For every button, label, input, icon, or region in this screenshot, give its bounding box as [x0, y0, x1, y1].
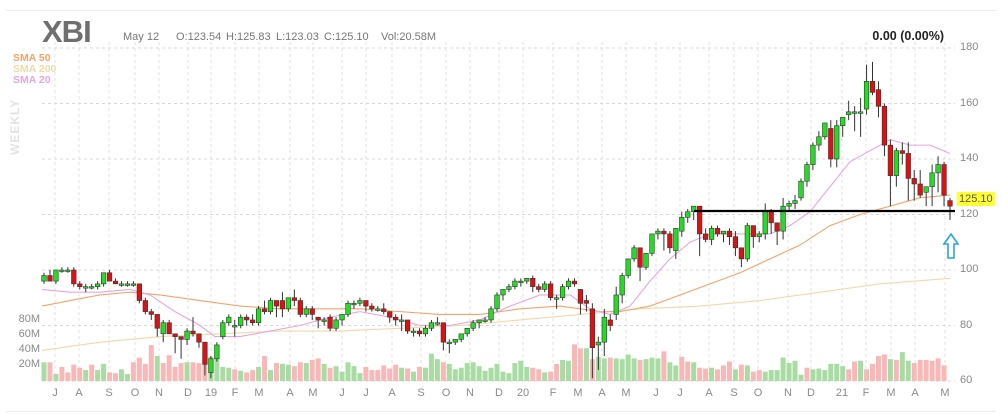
time-tick-label: J: [52, 387, 58, 399]
time-tick-label: A: [286, 387, 294, 399]
price-tick-label: 180: [960, 41, 979, 53]
time-tick-label: A: [911, 387, 919, 399]
time-tick-label: A: [388, 387, 396, 399]
price-tick-label: 140: [960, 152, 979, 164]
time-tick-label: S: [730, 387, 738, 399]
time-tick-label: D: [495, 387, 503, 399]
time-tick-label: O: [441, 387, 451, 399]
time-tick-label: M: [940, 387, 950, 399]
time-tick-label: J: [677, 387, 683, 399]
annotations: [694, 209, 960, 259]
time-tick-label: A: [75, 387, 83, 399]
price-tick-label: 100: [960, 263, 979, 275]
time-tick-label: O: [753, 387, 763, 399]
chart-frame: [6, 10, 996, 412]
time-tick-label: D: [807, 387, 815, 399]
time-tick-label: A: [705, 387, 713, 399]
volume-tick-label: 80M: [18, 313, 40, 325]
time-tick-label: M: [573, 387, 583, 399]
time-tick-label: F: [549, 387, 557, 399]
time-tick-label: J: [653, 387, 659, 399]
time-tick-label: 21: [835, 387, 849, 399]
legend-sma-50[interactable]: SMA 50: [13, 52, 51, 64]
volume-tick-label: 20M: [18, 358, 40, 370]
time-tick-label: N: [155, 387, 163, 399]
volume-tick-label: 60M: [18, 328, 40, 340]
price-tick-label: 80: [960, 318, 973, 331]
moving-average-lines: [41, 138, 951, 352]
last-price-label: 125.10: [957, 192, 995, 206]
indicator-legend: SMA 50 SMA 200 SMA 20: [13, 53, 56, 86]
bar-open: O:123.54: [176, 31, 222, 43]
price-change: 0.00 (0.00%): [872, 29, 944, 43]
volume-bars: [41, 344, 947, 381]
time-tick-label: N: [784, 387, 792, 399]
time-tick-label: J: [363, 387, 369, 399]
time-tick-label: F: [231, 387, 239, 399]
time-tick-label: S: [105, 387, 113, 399]
price-tick-label: 60: [960, 374, 973, 386]
time-tick-label: D: [184, 387, 192, 399]
bar-close: C:125.10: [324, 31, 369, 43]
price-tick-label: 160: [960, 96, 979, 109]
time-tick-label: 20: [516, 387, 530, 399]
legend-sma-200[interactable]: SMA 200: [13, 63, 57, 75]
volume-tick-label: 40M: [18, 343, 40, 355]
bar-volume: Vol:20.58M: [381, 31, 437, 43]
candlesticks: [41, 61, 953, 379]
bar-date: May 12: [123, 31, 160, 43]
bar-low: L:123.03: [276, 31, 319, 43]
time-tick-label: M: [308, 387, 318, 399]
price-tick-label: 120: [960, 207, 979, 220]
time-tick-label: J: [339, 387, 345, 399]
time-tick-label: M: [886, 387, 896, 399]
ticker-symbol: XBI: [42, 14, 92, 49]
legend-sma-20[interactable]: SMA 20: [13, 74, 51, 86]
time-tick-label: S: [417, 387, 425, 399]
time-tick-label: M: [621, 387, 631, 399]
bar-high: H:125.83: [226, 31, 271, 43]
time-tick-label: O: [130, 387, 140, 399]
time-tick-label: M: [254, 387, 264, 399]
time-tick-label: 19: [204, 387, 218, 399]
time-tick-label: F: [862, 387, 870, 399]
time-tick-label: N: [466, 387, 474, 399]
time-tick-label: A: [598, 387, 606, 399]
